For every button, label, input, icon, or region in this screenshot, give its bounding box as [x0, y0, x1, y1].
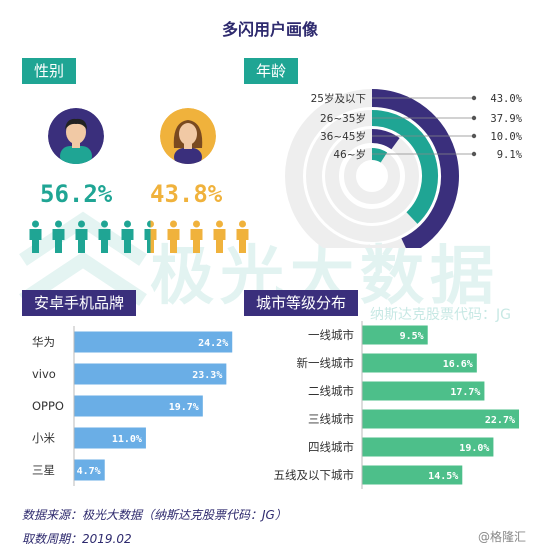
- age-leader-dot: [471, 115, 477, 121]
- city-section-tag: 城市等级分布: [244, 290, 359, 316]
- bar-category-label: 新一线城市: [297, 356, 355, 370]
- age-leader-dot: [471, 151, 477, 157]
- male-avatar-icon: [48, 108, 104, 164]
- bar-category-label: 一线城市: [308, 328, 354, 342]
- bar: [362, 381, 485, 401]
- bar-category-label: vivo: [32, 367, 56, 381]
- data-source-note: 数据来源：极光大数据（纳斯达克股票代码：JG）: [22, 508, 287, 522]
- bar-category-label: 四线城市: [308, 440, 354, 454]
- person-icon: [75, 220, 88, 253]
- person-icon: [236, 220, 249, 253]
- age-ring-arc: [371, 148, 388, 163]
- watermark-subtext: 纳斯达克股票代码：JG: [370, 307, 511, 323]
- bar-category-label: 华为: [32, 335, 55, 349]
- person-icon: [121, 220, 134, 253]
- age-value-label: 43.0%: [490, 93, 522, 105]
- person-icon: [167, 220, 180, 253]
- bar-value-label: 23.3%: [192, 370, 222, 381]
- page-title: 多闪用户画像: [221, 20, 318, 39]
- bar-value-label: 19.7%: [169, 402, 199, 413]
- bar: [362, 437, 494, 457]
- person-icon: [52, 220, 65, 253]
- bar-value-label: 22.7%: [485, 415, 515, 426]
- female-avatar-icon: [160, 108, 216, 164]
- age-category-label: 26~35岁: [320, 112, 366, 125]
- bar-category-label: 三星: [32, 463, 55, 477]
- bar: [362, 325, 428, 345]
- bar: [74, 331, 233, 353]
- person-icon: [98, 220, 111, 253]
- watermark-logo-icon: [19, 211, 147, 306]
- bar: [74, 459, 105, 481]
- bar-category-label: 三线城市: [308, 412, 354, 426]
- bar: [74, 363, 227, 385]
- gender-section-tag: 性别: [22, 58, 77, 84]
- bar-value-label: 19.0%: [459, 443, 489, 454]
- brand-bar-chart: 华为 24.2% vivo 23.3% OPPO 19.7% 小米 11.0% 三星 4.7%: [32, 326, 233, 486]
- age-value-label: 37.9%: [490, 113, 522, 125]
- bar-value-label: 9.5%: [400, 331, 424, 342]
- brand-section-tag: 安卓手机品牌: [22, 290, 137, 316]
- person-icon: [213, 220, 226, 253]
- age-section-tag: 年龄: [244, 58, 299, 84]
- bar: [362, 353, 477, 373]
- bar-value-label: 4.7%: [77, 466, 101, 477]
- bar: [362, 465, 463, 485]
- female-percent: 43.8%: [150, 180, 223, 208]
- bar: [74, 395, 203, 417]
- bar-category-label: 二线城市: [308, 384, 354, 398]
- bar-value-label: 24.2%: [198, 338, 228, 349]
- gender-pictograph: [29, 220, 249, 253]
- age-leader-dot: [471, 133, 477, 139]
- bar-value-label: 11.0%: [112, 434, 142, 445]
- age-category-label: 46~岁: [333, 148, 366, 161]
- person-icon: [144, 220, 157, 253]
- age-value-label: 10.0%: [490, 131, 522, 143]
- person-icon: [190, 220, 203, 253]
- age-ring-arc: [371, 89, 459, 248]
- bar-category-label: 五线及以下城市: [274, 468, 355, 482]
- data-period-note: 取数周期：2019.02: [22, 532, 132, 546]
- bar-value-label: 17.7%: [450, 387, 480, 398]
- bar-category-label: OPPO: [32, 399, 64, 413]
- age-value-label: 9.1%: [497, 149, 523, 161]
- city-bar-chart: 一线城市 9.5% 新一线城市 16.6% 二线城市 17.7% 三线城市 22.7% 四线城市…: [274, 321, 520, 489]
- bar-value-label: 16.6%: [443, 359, 473, 370]
- bar-value-label: 14.5%: [428, 471, 458, 482]
- publisher-logo: @格隆汇: [478, 530, 527, 544]
- age-ring-arc: [371, 129, 400, 150]
- age-leader-dot: [471, 95, 477, 101]
- age-ring-arc: [371, 110, 438, 224]
- person-icon: [29, 220, 42, 253]
- age-category-label: 25岁及以下: [311, 92, 366, 105]
- male-percent: 56.2%: [40, 180, 113, 208]
- bar-category-label: 小米: [32, 431, 55, 445]
- age-radial-chart: 25岁及以下 43.0% 26~35岁 37.9% 36~45岁 10.0% 46~岁 9.1…: [285, 89, 523, 248]
- bar: [74, 427, 146, 449]
- bar: [362, 409, 520, 429]
- age-category-label: 36~45岁: [320, 130, 366, 143]
- age-center: [364, 168, 380, 184]
